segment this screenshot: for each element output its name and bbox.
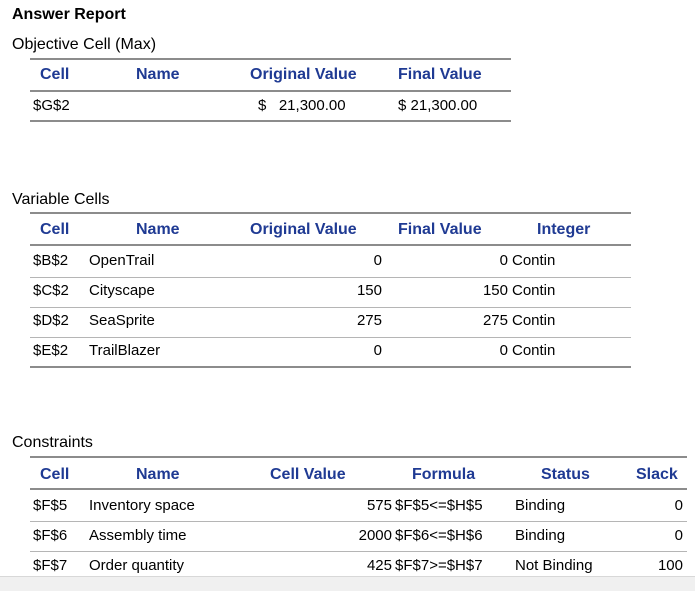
variable-final-value: 0 [499, 342, 508, 359]
constraints-header-formula: Formula [412, 466, 476, 483]
variable-final-value: 275 [482, 312, 508, 329]
row-divider [30, 521, 687, 522]
objective-header-original: Original Value [250, 66, 357, 83]
constraints-header-value: Cell Value [270, 466, 346, 483]
variables-section-label: Variable Cells [12, 191, 110, 208]
constraint-cell-value: 575 [366, 497, 392, 514]
variable-original-value: 150 [356, 282, 382, 299]
row-divider [30, 551, 687, 552]
variable-integer-type: Contin [512, 342, 556, 359]
variable-integer-type: Contin [512, 312, 556, 329]
constraint-name: Inventory space [89, 497, 195, 514]
objective-header-cell: Cell [40, 66, 70, 83]
variable-cell-ref[interactable]: $D$2 [33, 312, 69, 329]
objective-section-label: Objective Cell (Max) [12, 36, 157, 53]
variables-header-cell: Cell [40, 221, 70, 238]
constraints-header-cell: Cell [40, 466, 70, 483]
constraint-slack: 0 [674, 497, 683, 514]
constraint-cell-value: 425 [366, 557, 392, 574]
objective-header-final: Final Value [398, 66, 482, 83]
objective-cell-ref[interactable]: $G$2 [33, 97, 70, 114]
constraints-header-border [30, 488, 687, 490]
variable-cell-ref[interactable]: $C$2 [33, 282, 69, 299]
report-title: Answer Report [12, 6, 126, 23]
variable-final-value: 0 [499, 252, 508, 269]
variable-integer-type: Contin [512, 252, 556, 269]
constraint-name: Assembly time [89, 527, 187, 544]
constraints-section-label: Constraints [12, 434, 93, 451]
variable-original-value: 275 [356, 312, 382, 329]
constraints-top-border [30, 456, 687, 458]
constraints-header-status: Status [541, 466, 590, 483]
variable-integer-type: Contin [512, 282, 556, 299]
constraint-status: Binding [515, 527, 566, 544]
row-divider [30, 277, 631, 278]
objective-top-border [30, 58, 511, 60]
variables-top-border [30, 212, 631, 214]
constraint-formula: $F$7>=$H$7 [395, 557, 483, 574]
variables-header-final: Final Value [398, 221, 482, 238]
variables-header-original: Original Value [250, 221, 357, 238]
constraint-slack: 0 [674, 527, 683, 544]
variable-cell-ref[interactable]: $E$2 [33, 342, 69, 359]
constraint-slack: 100 [657, 557, 683, 574]
constraint-formula: $F$5<=$H$5 [395, 497, 483, 514]
objective-original-value: $ 21,300.00 [258, 97, 346, 114]
objective-bottom-border [30, 120, 511, 122]
row-divider [30, 337, 631, 338]
variable-original-value: 0 [373, 342, 382, 359]
objective-header-border [30, 90, 511, 92]
constraint-name: Order quantity [89, 557, 185, 574]
variable-cell-name: SeaSprite [89, 312, 155, 329]
variable-cell-ref[interactable]: $B$2 [33, 252, 69, 269]
constraints-header-name: Name [136, 466, 180, 483]
constraint-cell-ref[interactable]: $F$6 [33, 527, 68, 544]
constraint-cell-ref[interactable]: $F$7 [33, 557, 68, 574]
variables-header-name: Name [136, 221, 180, 238]
constraint-cell-ref[interactable]: $F$5 [33, 497, 68, 514]
variable-cell-name: OpenTrail [89, 252, 155, 269]
objective-final-value: $ 21,300.00 [398, 97, 478, 114]
row-divider [30, 307, 631, 308]
variables-header-integer: Integer [537, 221, 591, 238]
constraint-status: Binding [515, 497, 566, 514]
objective-header-name: Name [136, 66, 180, 83]
variable-cell-name: TrailBlazer [89, 342, 161, 359]
constraints-header-slack: Slack [636, 466, 678, 483]
constraint-formula: $F$6<=$H$6 [395, 527, 483, 544]
variables-bottom-border [30, 366, 631, 368]
variable-original-value: 0 [373, 252, 382, 269]
variable-cell-name: Cityscape [89, 282, 155, 299]
variable-final-value: 150 [482, 282, 508, 299]
window-bottom-bar [0, 576, 695, 591]
constraint-status: Not Binding [515, 557, 593, 574]
variables-header-border [30, 244, 631, 246]
constraint-cell-value: 2000 [358, 527, 392, 544]
